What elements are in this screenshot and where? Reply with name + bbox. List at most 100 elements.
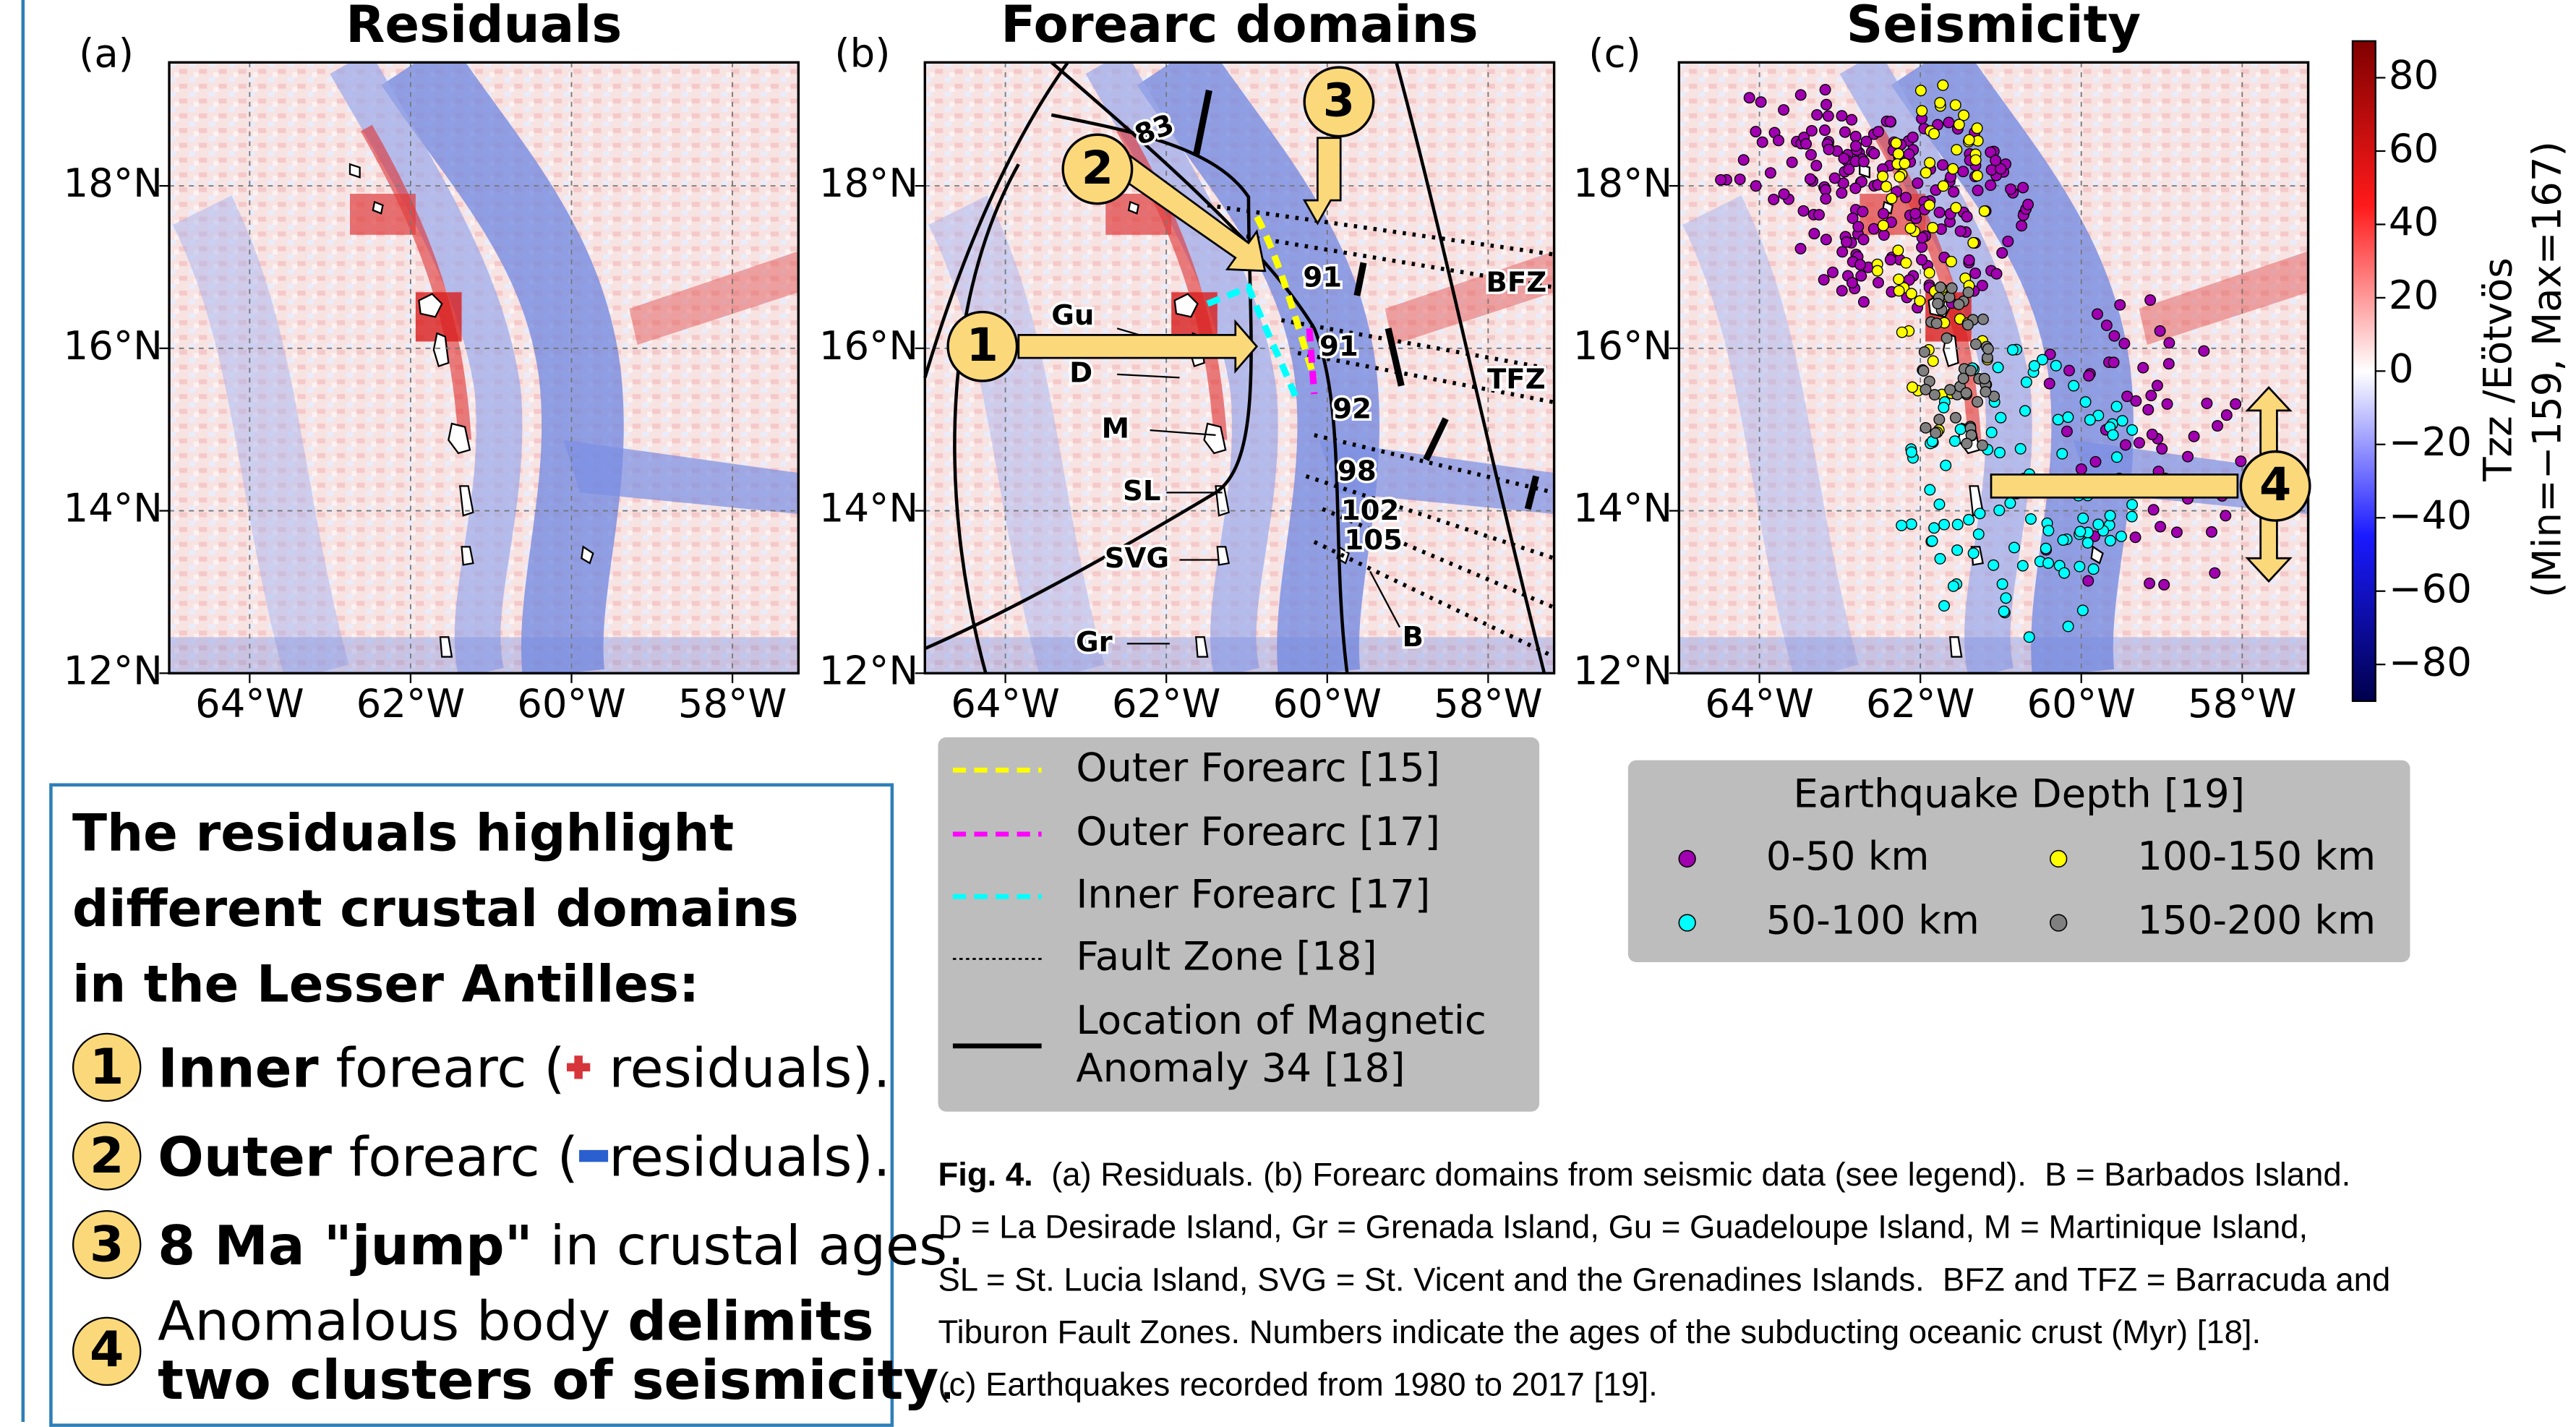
earthquake-marker bbox=[1905, 223, 1916, 233]
earthquake-marker bbox=[2130, 532, 2141, 543]
earthquake-marker bbox=[1779, 189, 1789, 200]
earthquake-marker bbox=[2074, 561, 2085, 572]
earthquake-marker bbox=[1927, 536, 1938, 547]
earthquake-marker bbox=[2003, 236, 2014, 247]
map-label: Gr bbox=[1076, 626, 1113, 659]
earthquake-marker bbox=[1972, 171, 1983, 181]
text-box: The residuals highlight different crusta… bbox=[49, 783, 894, 1426]
earthquake-marker bbox=[1935, 282, 1946, 293]
earthquake-marker bbox=[2093, 519, 2104, 530]
earthquake-marker bbox=[2078, 513, 2089, 524]
earthquake-marker bbox=[2085, 415, 2096, 426]
earthquake-marker bbox=[2126, 511, 2137, 522]
earthquake-marker bbox=[1920, 423, 1931, 434]
earthquake-marker bbox=[1924, 200, 1935, 211]
earthquake-marker bbox=[1943, 117, 1954, 128]
earthquake-marker bbox=[1766, 168, 1776, 179]
item-text: forearc ( bbox=[332, 1124, 578, 1188]
panel-label: (c) bbox=[1588, 30, 1641, 76]
earthquake-marker bbox=[1994, 505, 2005, 516]
earthquake-marker bbox=[1983, 343, 1994, 354]
earthquake-marker bbox=[1995, 412, 2006, 423]
map-label: 91 bbox=[1303, 262, 1342, 294]
earthquake-marker bbox=[2043, 526, 2054, 536]
earthquake-marker bbox=[1894, 171, 1905, 182]
earthquake-marker bbox=[1961, 211, 1972, 222]
earthquake-marker bbox=[1924, 267, 1935, 278]
earthquake-marker bbox=[1795, 244, 1806, 254]
earthquake-marker bbox=[2222, 410, 2233, 421]
earthquake-marker bbox=[1979, 206, 1990, 217]
earthquake-marker bbox=[2053, 414, 2063, 425]
earthquake-marker bbox=[1820, 194, 1831, 205]
earthquake-marker bbox=[1951, 202, 1961, 213]
earthquake-marker bbox=[2183, 451, 2194, 462]
earthquake-marker bbox=[1935, 554, 1946, 565]
legend-swatch bbox=[1679, 914, 1695, 931]
earthquake-marker bbox=[2015, 444, 2026, 455]
item-number: 2 bbox=[72, 1121, 141, 1190]
panel-title: Residuals bbox=[346, 0, 622, 54]
earthquake-marker bbox=[1851, 141, 1862, 152]
earthquake-marker bbox=[1853, 221, 1864, 232]
legend-swatch bbox=[2050, 914, 2067, 931]
y-tick-label: 12°N bbox=[819, 647, 918, 693]
earthquake-marker bbox=[1856, 270, 1867, 281]
x-tick-label: 62°W bbox=[1866, 680, 1975, 727]
caption-line: Tiburon Fault Zones. Numbers indicate th… bbox=[938, 1315, 2261, 1351]
earthquake-marker bbox=[2059, 567, 2070, 578]
earthquake-marker bbox=[1738, 155, 1749, 166]
earthquake-marker bbox=[2162, 399, 2173, 410]
colorbar-tick-label: 0 bbox=[2389, 345, 2414, 391]
earthquake-marker bbox=[2201, 398, 2212, 409]
colorbar-tick-label: −60 bbox=[2389, 565, 2472, 612]
earthquake-marker bbox=[1971, 339, 1982, 350]
earthquake-marker bbox=[1980, 373, 1990, 384]
map-label: 102 bbox=[1341, 494, 1400, 527]
earthquake-marker bbox=[1818, 275, 1829, 286]
colorbar-tick-label: −80 bbox=[2389, 638, 2472, 685]
earthquake-marker bbox=[2057, 448, 2068, 459]
y-tick-label: 16°N bbox=[64, 322, 163, 369]
earthquake-marker bbox=[1934, 414, 1945, 425]
earthquake-marker bbox=[1938, 403, 1949, 413]
earthquake-marker bbox=[2112, 452, 2123, 463]
earthquake-marker bbox=[2068, 380, 2079, 391]
legend-entry: 150-200 km bbox=[2137, 897, 2376, 943]
earthquake-marker bbox=[1920, 347, 1930, 358]
earthquake-marker bbox=[1974, 508, 1985, 519]
earthquake-marker bbox=[1997, 248, 2008, 259]
item-bold: Inner bbox=[158, 1035, 319, 1100]
item-text: residuals). bbox=[591, 1035, 890, 1100]
earthquake-marker bbox=[1805, 173, 1816, 184]
earthquake-marker bbox=[2108, 429, 2118, 440]
earthquake-marker bbox=[1945, 385, 1956, 395]
x-tick-label: 60°W bbox=[1272, 680, 1382, 727]
earthquake-marker bbox=[2220, 510, 2231, 521]
earthquake-marker bbox=[2044, 378, 2055, 389]
earthquake-marker bbox=[2172, 527, 2183, 538]
earthquake-marker bbox=[2152, 380, 2163, 391]
earthquake-marker bbox=[1859, 156, 1870, 167]
earthquake-marker bbox=[2075, 526, 2086, 537]
earthquake-marker bbox=[1885, 116, 1896, 127]
earthquake-marker bbox=[1921, 168, 1932, 179]
earthquake-marker bbox=[2154, 326, 2165, 337]
earthquake-marker bbox=[1990, 155, 2001, 166]
earthquake-marker bbox=[1985, 180, 1996, 191]
earthquake-marker bbox=[1977, 440, 1988, 451]
earthquake-marker bbox=[2127, 425, 2138, 436]
earthquake-marker bbox=[1933, 299, 1943, 309]
earthquake-marker bbox=[1997, 579, 2008, 590]
earthquake-marker bbox=[1951, 145, 1962, 155]
earthquake-marker bbox=[1946, 283, 1957, 293]
earthquake-marker bbox=[1954, 119, 1964, 130]
earthquake-marker bbox=[1734, 174, 1745, 185]
earthquake-marker bbox=[1939, 601, 1950, 612]
earthquake-marker bbox=[1920, 385, 1931, 395]
item-lines: Anomalous body delimitstwo clusters of s… bbox=[158, 1293, 956, 1411]
colorbar-tick-label: −40 bbox=[2389, 492, 2472, 538]
earthquake-marker bbox=[1879, 230, 1890, 241]
earthquake-marker bbox=[1894, 286, 1904, 296]
colorbar-tick-label: 80 bbox=[2389, 52, 2439, 98]
